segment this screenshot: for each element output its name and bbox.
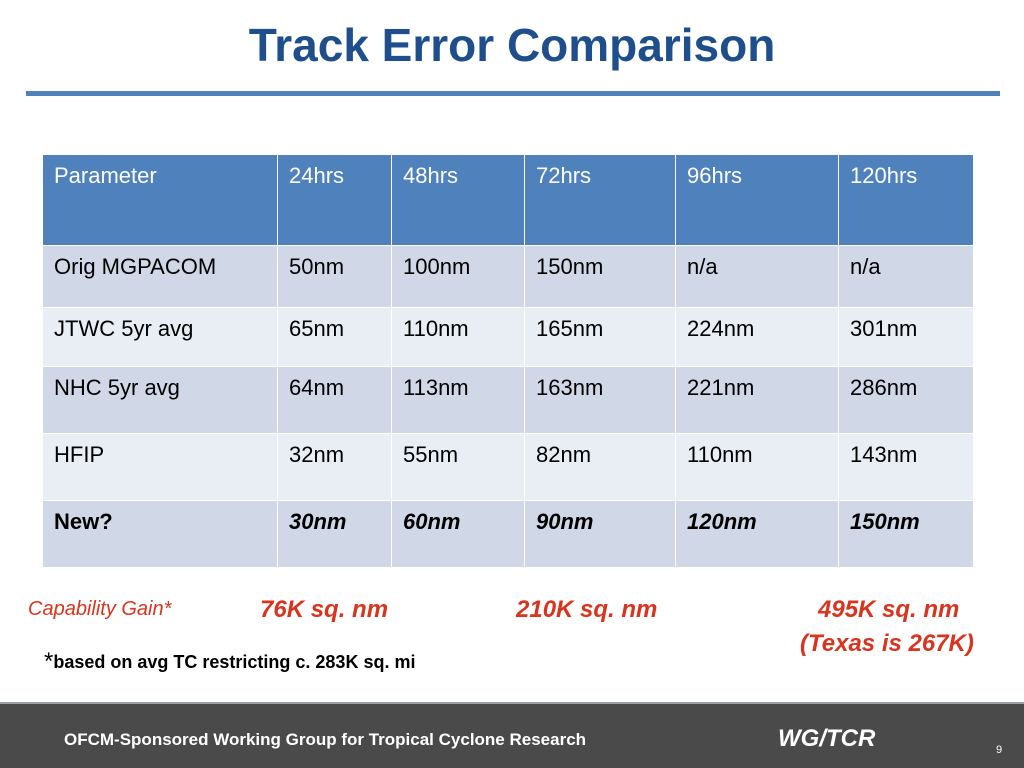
row-label: JTWC 5yr avg xyxy=(42,307,278,367)
slide-title: Track Error Comparison xyxy=(248,19,776,71)
table-cell: 90nm xyxy=(524,500,676,568)
row-label: NHC 5yr avg xyxy=(42,366,278,434)
table-cell: 32nm xyxy=(277,433,392,501)
table-cell: 50nm xyxy=(277,245,392,308)
table-row: Orig MGPACOM 50nm 100nm 150nm n/a n/a xyxy=(42,245,974,308)
header-cell: 96hrs xyxy=(675,154,839,246)
page-number: 9 xyxy=(996,744,1003,756)
row-label: HFIP xyxy=(42,433,278,501)
capability-gain-label: Capability Gain* xyxy=(28,598,172,620)
table-row: NHC 5yr avg 64nm 113nm 163nm 221nm 286nm xyxy=(42,366,974,434)
title-divider xyxy=(26,91,1000,96)
table-cell: 30nm xyxy=(277,500,392,568)
header-cell: 72hrs xyxy=(524,154,676,246)
table-cell: 110nm xyxy=(391,307,525,367)
track-error-table: Parameter 24hrs 48hrs 72hrs 96hrs 120hrs… xyxy=(42,154,974,568)
table-cell: 100nm xyxy=(391,245,525,308)
table-cell: 55nm xyxy=(391,433,525,501)
table-cell: 143nm xyxy=(838,433,974,501)
table-cell: 82nm xyxy=(524,433,676,501)
table-cell: 120nm xyxy=(675,500,839,568)
table-cell: 163nm xyxy=(524,366,676,434)
table-cell: 224nm xyxy=(675,307,839,367)
table-row: JTWC 5yr avg 65nm 110nm 165nm 224nm 301n… xyxy=(42,307,974,367)
row-label: Orig MGPACOM xyxy=(42,245,278,308)
texas-comparison-note: (Texas is 267K) xyxy=(800,630,974,657)
table-row-new: New? 30nm 60nm 90nm 120nm 150nm xyxy=(42,500,974,568)
slide-footer: OFCM-Sponsored Working Group for Tropica… xyxy=(0,702,1024,768)
table-cell: 64nm xyxy=(277,366,392,434)
footnote: *based on avg TC restricting c. 283K sq.… xyxy=(44,648,415,676)
footnote-marker: * xyxy=(44,648,54,675)
table-cell: 221nm xyxy=(675,366,839,434)
footer-organization: OFCM-Sponsored Working Group for Tropica… xyxy=(64,730,587,749)
table-cell: 301nm xyxy=(838,307,974,367)
table-cell: 113nm xyxy=(391,366,525,434)
table-header-row: Parameter 24hrs 48hrs 72hrs 96hrs 120hrs xyxy=(42,154,974,246)
table-cell: 110nm xyxy=(675,433,839,501)
header-cell: Parameter xyxy=(42,154,278,246)
header-cell: 48hrs xyxy=(391,154,525,246)
table-cell: 65nm xyxy=(277,307,392,367)
table-cell: 286nm xyxy=(838,366,974,434)
table-cell: 60nm xyxy=(391,500,525,568)
table-cell: n/a xyxy=(838,245,974,308)
wgtcr-logo: WG/TCR xyxy=(778,725,876,752)
capability-gain-value: 210K sq. nm xyxy=(516,596,658,623)
table-cell: 165nm xyxy=(524,307,676,367)
capability-gain-value: 495K sq. nm xyxy=(818,596,960,623)
table-cell: 150nm xyxy=(524,245,676,308)
capability-gain-value: 76K sq. nm xyxy=(260,596,389,623)
header-cell: 24hrs xyxy=(277,154,392,246)
table-cell: n/a xyxy=(675,245,839,308)
table-row: HFIP 32nm 55nm 82nm 110nm 143nm xyxy=(42,433,974,501)
row-label: New? xyxy=(42,500,278,568)
table-cell: 150nm xyxy=(838,500,974,568)
footnote-text: based on avg TC restricting c. 283K sq. … xyxy=(53,652,416,672)
header-cell: 120hrs xyxy=(838,154,974,246)
